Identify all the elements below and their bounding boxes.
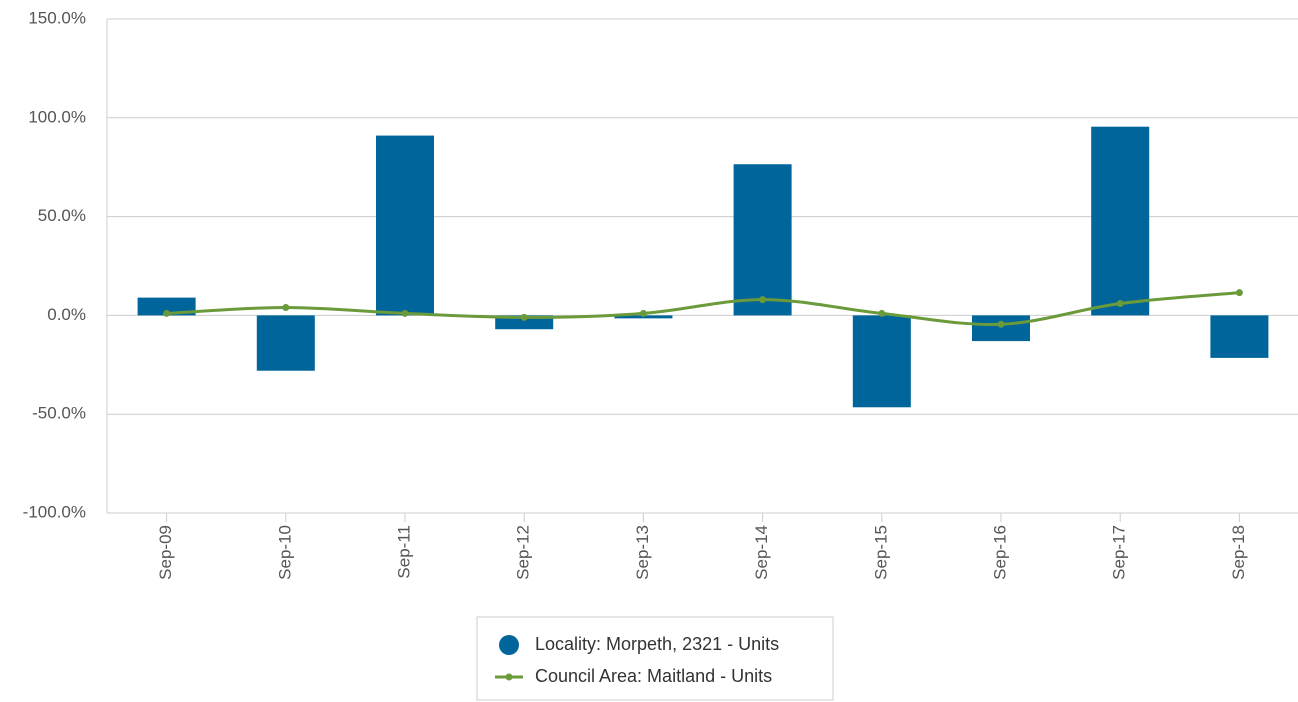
bar bbox=[256, 315, 315, 371]
line-point bbox=[997, 320, 1005, 328]
x-tick-label: Sep-17 bbox=[1110, 525, 1129, 580]
legend-label: Locality: Morpeth, 2321 - Units bbox=[535, 634, 779, 654]
y-tick-label: -100.0% bbox=[23, 502, 86, 521]
bar bbox=[1210, 315, 1269, 358]
y-tick-label: 50.0% bbox=[38, 206, 86, 225]
x-tick-label: Sep-09 bbox=[156, 525, 175, 580]
bar bbox=[972, 315, 1030, 342]
x-tick-label: Sep-15 bbox=[871, 525, 890, 580]
line-point bbox=[520, 313, 528, 321]
x-tick-label: Sep-11 bbox=[394, 525, 413, 579]
line-point bbox=[163, 309, 171, 317]
bar bbox=[137, 297, 196, 316]
bar bbox=[1091, 126, 1150, 316]
y-tick-label: 0.0% bbox=[47, 305, 86, 324]
line-point bbox=[1116, 300, 1124, 308]
line-point bbox=[401, 309, 409, 317]
y-tick-label: 150.0% bbox=[28, 8, 86, 27]
x-tick-label: Sep-13 bbox=[633, 525, 652, 580]
x-tick-label: Sep-14 bbox=[752, 525, 771, 580]
legend-symbol bbox=[499, 635, 519, 655]
x-tick-label: Sep-18 bbox=[1229, 525, 1248, 580]
legend-box bbox=[476, 616, 834, 701]
line-point bbox=[639, 309, 647, 317]
line-point bbox=[759, 296, 767, 304]
x-tick-label: Sep-12 bbox=[514, 525, 533, 580]
bar bbox=[733, 164, 792, 316]
y-tick-label: 100.0% bbox=[28, 107, 86, 126]
bar bbox=[376, 135, 434, 316]
line-point bbox=[1235, 289, 1243, 297]
line-point bbox=[282, 303, 290, 311]
line-point bbox=[878, 309, 886, 317]
bar bbox=[495, 315, 554, 330]
legend-symbol bbox=[505, 673, 513, 681]
bar bbox=[852, 315, 911, 408]
legend-label: Council Area: Maitland - Units bbox=[535, 666, 772, 686]
x-tick-label: Sep-10 bbox=[275, 525, 294, 580]
y-tick-label: -50.0% bbox=[32, 404, 86, 423]
line bbox=[166, 291, 1240, 327]
x-tick-label: Sep-16 bbox=[990, 525, 1009, 580]
